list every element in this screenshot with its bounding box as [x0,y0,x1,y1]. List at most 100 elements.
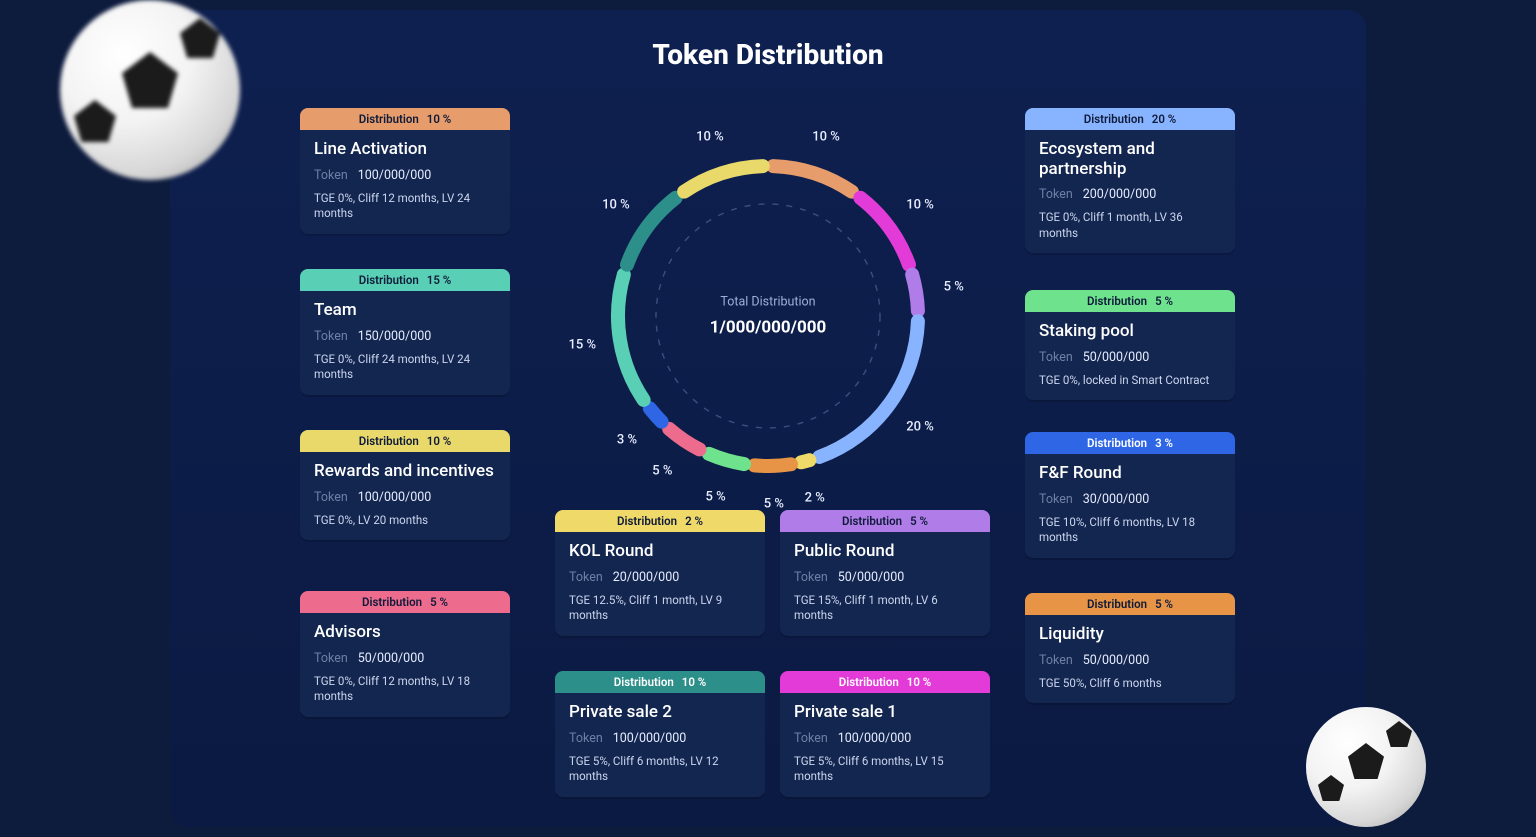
donut-segment-kol_round [801,460,809,462]
donut-segment-staking_pool [709,454,744,464]
token-row: Token100/000/000 [314,490,496,505]
card-team: Distribution15 %TeamToken150/000/000TGE … [300,269,510,395]
dist-pct: 20 % [1152,112,1176,126]
card-terms: TGE 0%, Cliff 1 month, LV 36 months [1039,210,1221,241]
card-body: Ecosystem and partnershipToken200/000/00… [1025,130,1235,253]
donut-center-label: Total Distribution [710,295,826,310]
card-terms: TGE 0%, Cliff 12 months, LV 18 months [314,674,496,705]
card-header: Distribution5 % [780,510,990,532]
donut-seg-label: 10 % [602,198,630,213]
card-body: Private sale 1 Token100/000/000 TGE 5%, Cl… [780,693,990,797]
card-ff_round: Distribution3 %F&F RoundToken30/000/000T… [1025,432,1235,558]
card-name: Advisors [314,623,496,643]
token-label: Token [794,570,828,585]
token-label: Token [1039,350,1073,365]
card-body: KOL RoundToken20/000/000TGE 12.5%, Cliff… [555,532,765,636]
dist-label: Distribution [842,514,902,528]
card-line_activation: Distribution10 %Line ActivationToken100/… [300,108,510,234]
dist-label: Distribution [359,112,419,126]
card-terms: TGE 50%, Cliff 6 months [1039,676,1221,692]
card-liquidity: Distribution 5 % Liquidity Token50/000/000 T… [1025,593,1235,703]
card-terms: TGE 15%, Cliff 1 month, LV 6 months [794,593,976,624]
card-terms: TGE 0%, Cliff 12 months, LV 24 months [314,191,496,222]
token-value: 30/000/000 [1083,492,1150,507]
token-row: Token30/000/000 [1039,492,1221,507]
dist-label: Distribution [617,514,677,528]
token-row: Token150/000/000 [314,329,496,344]
token-value: 150/000/000 [358,329,432,344]
card-body: F&F RoundToken30/000/000TGE 10%, Cliff 6… [1025,454,1235,558]
donut-segment-ecosystem [819,321,918,457]
card-header: Distribution 2 % [555,510,765,532]
card-header: Distribution 5 % [1025,593,1235,615]
token-row: Token100/000/000 [794,731,976,746]
donut-segment-advisors [669,429,699,450]
dist-pct: 10 % [682,675,706,689]
dist-label: Distribution [362,595,422,609]
donut-chart: Total Distribution 1/000/000/000 10 % 10 … [558,106,978,526]
card-body: Liquidity Token50/000/000 TGE 50%, Cliff 6… [1025,615,1235,703]
token-row: Token50/000/000 [314,651,496,666]
token-label: Token [569,731,603,746]
donut-segment-team [618,275,644,400]
donut-segment-private_sale_2 [627,198,676,265]
dist-pct: 10 % [907,675,931,689]
card-header: Distribution 20 % [1025,108,1235,130]
card-header: Distribution10 % [300,108,510,130]
soccer-ball-icon [1306,707,1426,827]
dist-label: Distribution [1084,112,1144,126]
token-value: 20/000/000 [613,570,680,585]
token-value: 50/000/000 [358,651,425,666]
card-header: Distribution10 % [300,430,510,452]
card-header: Distribution 10 % [555,671,765,693]
card-body: Staking poolToken50/000/000TGE 0%, locke… [1025,312,1235,400]
card-body: Private sale 2Token100/000/000TGE 5%, Cl… [555,693,765,797]
dist-pct: 2 % [685,514,703,528]
card-name: F&F Round [1039,464,1221,484]
donut-seg-label: 5 % [944,279,964,294]
card-name: Liquidity [1039,625,1221,645]
card-name: Rewards and incentives [314,462,496,482]
card-header: Distribution10 % [780,671,990,693]
card-body: Public RoundToken50/000/000TGE 15%, Clif… [780,532,990,636]
card-body: Line ActivationToken100/000/000TGE 0%, C… [300,130,510,234]
card-terms: TGE 0%, LV 20 months [314,513,496,529]
donut-seg-label: 5 % [652,464,672,479]
soccer-ball-icon [60,0,240,180]
token-value: 50/000/000 [1083,350,1150,365]
dist-pct: 5 % [1155,597,1173,611]
card-name: Staking pool [1039,322,1221,342]
token-row: Token 50/000/000 [794,570,976,585]
card-ecosystem: Distribution 20 % Ecosystem and partnershi… [1025,108,1235,253]
card-header: Distribution15 % [300,269,510,291]
card-public_round: Distribution5 %Public RoundToken50/000/0… [780,510,990,636]
dist-pct: 3 % [1155,436,1173,450]
dist-pct: 10 % [427,434,451,448]
donut-segment-public_round [912,275,918,311]
card-header: Distribution3 % [1025,432,1235,454]
card-kol_round: Distribution 2 % KOL RoundToken20/000/000T… [555,510,765,636]
card-header: Distribution5 % [1025,290,1235,312]
card-private_sale_1: Distribution10 % Private sale 1 Token100/0… [780,671,990,797]
donut-seg-label: 3 % [617,433,637,448]
card-private_sale_2: Distribution10 %Private sale 2Token100/0… [555,671,765,797]
dist-label: Distribution [1087,597,1147,611]
donut-segment-line_activation [773,166,852,192]
token-label: Token [314,490,348,505]
card-terms: TGE 5%, Cliff 6 months, LV 15 months [794,754,976,785]
card-name: Private sale 1 [794,703,976,723]
token-row: Token 50/000/000 [1039,350,1221,365]
donut-seg-label: 10 % [696,130,724,145]
donut-seg-label: 15 % [569,338,597,353]
token-value: 100/000/000 [613,731,687,746]
card-name: KOL Round [569,542,751,562]
donut-seg-label: 5 % [705,489,725,504]
card-body: TeamToken150/000/000TGE 0%, Cliff 24 mon… [300,291,510,395]
token-value: 50/000/000 [838,570,905,585]
card-terms: TGE 12.5%, Cliff 1 month, LV 9 months [569,593,751,624]
token-row: Token50/000/000 [1039,653,1221,668]
token-row: Token 100/000/000 [569,731,751,746]
card-header: Distribution5 % [300,591,510,613]
donut-center-value: 1/000/000/000 [710,318,826,338]
dist-label: Distribution [614,675,674,689]
